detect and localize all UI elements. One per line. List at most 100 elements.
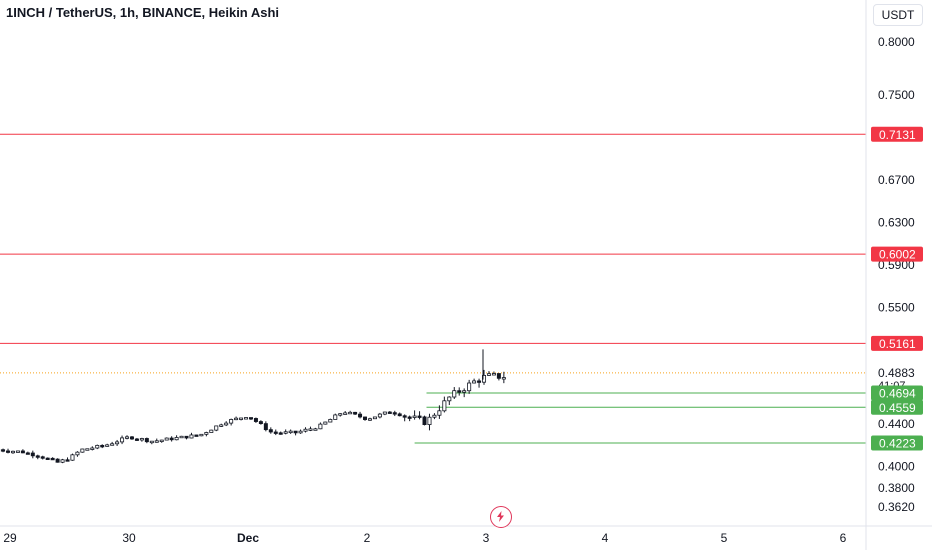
candle — [70, 453, 75, 461]
candle — [348, 410, 353, 415]
candle — [486, 371, 491, 376]
candle-body — [462, 390, 467, 393]
candle — [437, 405, 442, 419]
candle — [159, 439, 164, 443]
candle — [60, 458, 65, 464]
candle-body — [219, 424, 224, 427]
candle-body — [437, 410, 442, 416]
candle-body — [308, 428, 313, 431]
candle-body — [263, 423, 268, 431]
candle-body — [447, 396, 452, 402]
candle — [10, 450, 15, 454]
candle-body — [318, 423, 323, 430]
candle — [372, 416, 377, 420]
candle-body — [100, 444, 105, 448]
currency-button[interactable]: USDT — [873, 4, 923, 26]
candle — [363, 416, 368, 421]
support-label: 0.4223 — [879, 436, 916, 450]
candle-body — [457, 390, 462, 393]
candle — [105, 443, 110, 447]
candle-body — [239, 417, 244, 420]
candle-body — [194, 434, 199, 437]
candle-body — [348, 411, 353, 415]
candle — [298, 429, 303, 434]
candle — [134, 437, 139, 442]
candle-body — [164, 437, 169, 441]
candle-body — [75, 451, 80, 456]
candle-body — [6, 450, 11, 453]
candle — [482, 369, 487, 385]
price-tick-label: 0.8000 — [878, 35, 915, 49]
last-price-label: 0.4883 — [878, 366, 915, 380]
candle-body — [338, 413, 343, 416]
candle-body — [412, 415, 417, 418]
candle-body — [85, 448, 90, 451]
candle-body — [204, 432, 209, 435]
candle — [308, 426, 313, 432]
price-tick-label: 0.6700 — [878, 173, 915, 187]
candle — [30, 450, 35, 459]
candle — [422, 415, 427, 426]
support-tag — [871, 435, 923, 451]
candle — [447, 396, 452, 406]
candle — [144, 437, 149, 444]
price-tick-label: 0.6300 — [878, 215, 915, 229]
candle-body — [491, 373, 496, 376]
candle — [343, 411, 348, 415]
candle-body — [45, 457, 50, 460]
candle-body — [1, 449, 6, 452]
candle-body — [278, 432, 283, 435]
candle-body — [358, 413, 363, 418]
candle-body — [268, 429, 273, 433]
candle-body — [55, 458, 60, 463]
candle-body — [60, 459, 65, 463]
candle — [45, 457, 50, 460]
time-tick-label: 30 — [122, 531, 136, 545]
candle-body — [353, 411, 358, 415]
candle — [169, 436, 174, 442]
chart-title: 1INCH / TetherUS, 1h, BINANCE, Heikin As… — [6, 5, 280, 20]
candle — [288, 429, 293, 434]
lightning-bolt-icon[interactable] — [490, 506, 512, 528]
candle-body — [65, 459, 70, 462]
candle — [219, 423, 224, 427]
candle-body — [189, 434, 194, 439]
candle — [392, 410, 397, 417]
candle-body — [467, 382, 472, 392]
candle-body — [125, 436, 130, 439]
candle-body — [407, 416, 412, 419]
candle-body — [199, 433, 204, 437]
candle — [204, 431, 209, 437]
candle — [244, 417, 249, 420]
candle-body — [417, 415, 422, 418]
candle — [100, 444, 105, 449]
price-tick-label: 0.3620 — [878, 500, 915, 514]
candle — [303, 427, 308, 433]
candle-body — [70, 454, 75, 461]
candle-body — [105, 444, 110, 447]
candle-body — [482, 375, 487, 383]
candle-body — [244, 417, 249, 420]
time-tick-label: 6 — [840, 531, 847, 545]
candle — [387, 411, 392, 414]
candle — [323, 421, 328, 425]
candle — [115, 439, 120, 446]
candle — [164, 437, 169, 441]
candle — [184, 435, 189, 440]
price-tick-label: 0.7500 — [878, 88, 915, 102]
candle-body — [432, 414, 437, 418]
candle-body — [486, 373, 491, 376]
candle-body — [159, 439, 164, 442]
time-tick-label: 3 — [483, 531, 490, 545]
candle — [40, 455, 45, 460]
candle — [333, 413, 338, 420]
candle — [15, 450, 20, 453]
candle-body — [298, 430, 303, 434]
candle-body — [209, 429, 214, 433]
candle — [283, 429, 288, 435]
candle — [55, 458, 60, 463]
candle — [358, 411, 363, 419]
candle — [234, 416, 239, 421]
candle — [318, 422, 323, 430]
